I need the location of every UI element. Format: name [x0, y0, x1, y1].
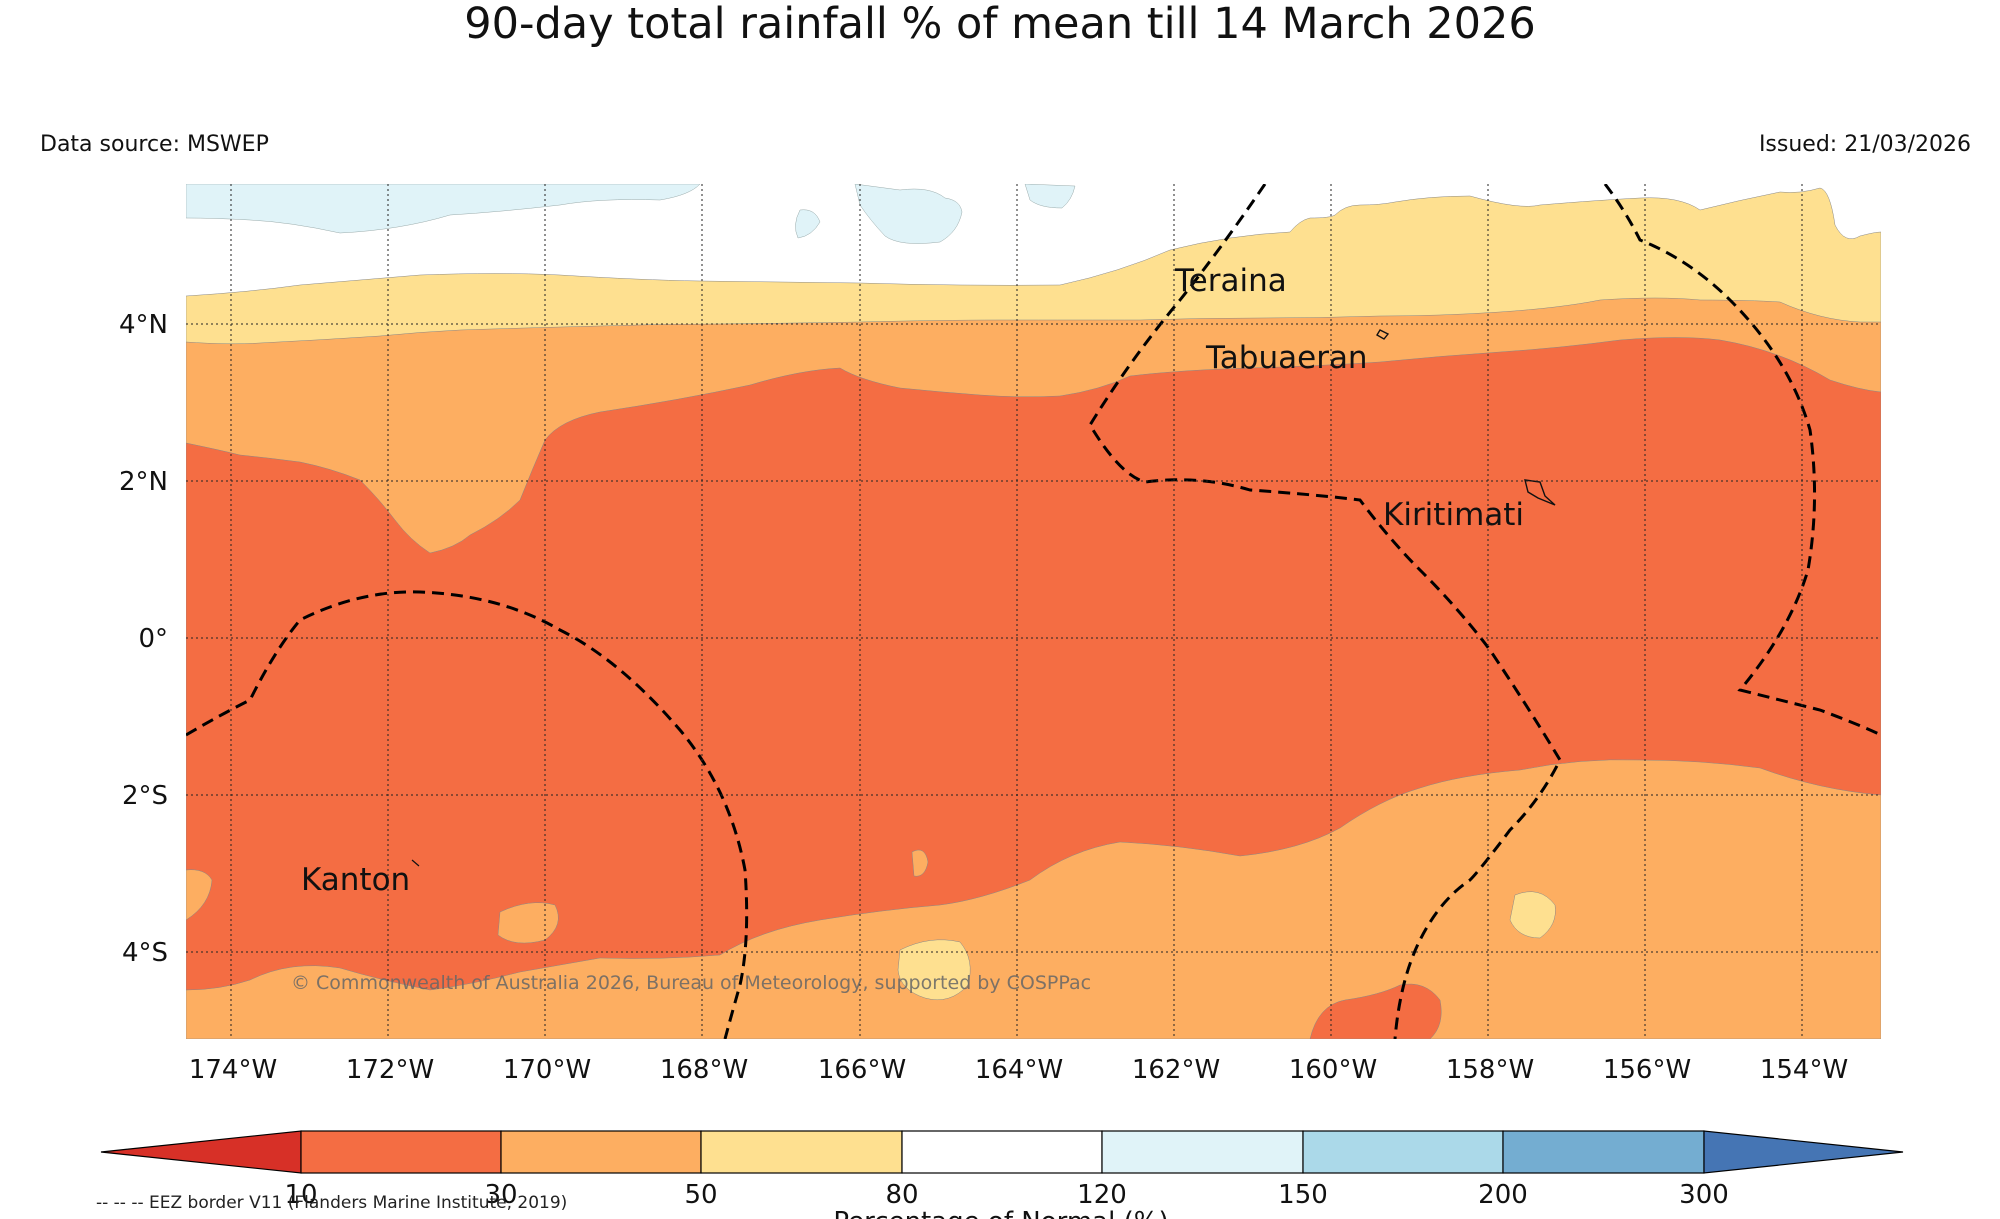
colorbar-low-extension [100, 1130, 302, 1174]
longitude-tick-label: 168°W [660, 1055, 748, 1085]
colorbar-tick-label: 50 [684, 1180, 717, 1210]
colorbar-bin-80-120 [901, 1130, 1103, 1174]
longitude-tick-label: 160°W [1289, 1055, 1377, 1085]
longitude-tick-label: 172°W [346, 1055, 434, 1085]
colorbar-tick-label: 300 [1679, 1180, 1729, 1210]
band-10-30 [186, 337, 1881, 991]
colorbar-tick-label: 150 [1278, 1180, 1328, 1210]
band-30-50-patch [186, 869, 213, 921]
data-source-label: Data source: MSWEP [40, 132, 269, 157]
longitude-tick-label: 154°W [1760, 1055, 1848, 1085]
band-50-80-patch [1509, 891, 1556, 939]
rainfall-field [186, 184, 1881, 1039]
colorbar [100, 1130, 1904, 1174]
place-label-tabuaeran: Tabuaeran [1205, 340, 1368, 376]
colorbar-bin-10-30 [300, 1130, 502, 1174]
tabuaeran-island-outline [1376, 329, 1390, 340]
latitude-tick-label: 4°N [119, 310, 168, 340]
colorbar-tick-label: 30 [484, 1180, 517, 1210]
band-50-80-patch [897, 939, 971, 1001]
longitude-tick-label: 156°W [1603, 1055, 1691, 1085]
eez-border-line [1088, 184, 1562, 1039]
band-120-150-patch [186, 184, 701, 234]
eez-border-note: -- -- -- EEZ border V11 (Flanders Marine… [96, 1193, 568, 1213]
colorbar-tick-label: 10 [284, 1180, 317, 1210]
map-title: 90-day total rainfall % of mean till 14 … [464, 0, 1536, 49]
place-label-teraina: Teraina [1174, 263, 1287, 299]
latitude-tick-label: 0° [138, 624, 168, 654]
colorbar-tick-label: 80 [885, 1180, 918, 1210]
band-30-50-patch [497, 902, 559, 944]
kiritimati-island-outline [1524, 479, 1556, 506]
latitude-tick-label: 2°S [122, 781, 168, 811]
band-120-150-patch [1024, 184, 1076, 209]
colorbar-bin-200-300 [1502, 1130, 1705, 1174]
latitude-tick-label: 2°N [119, 467, 168, 497]
colorbar-tick-label: 200 [1478, 1180, 1528, 1210]
place-label-kiritimati: Kiritimati [1383, 497, 1524, 533]
band-120-150-patch [795, 209, 821, 239]
longitude-tick-label: 164°W [975, 1055, 1063, 1085]
eez-borders [186, 184, 1881, 1039]
copyright-text: © Commonwealth of Australia 2026, Bureau… [291, 972, 1091, 994]
eez-border-line [186, 590, 749, 1039]
colorbar-high-extension [1703, 1130, 1904, 1174]
colorbar-bin-120-150 [1101, 1130, 1304, 1174]
longitude-tick-label: 162°W [1132, 1055, 1220, 1085]
band-30-50-patch [911, 849, 929, 877]
longitude-tick-label: 158°W [1446, 1055, 1534, 1085]
place-label-kanton: Kanton [301, 862, 410, 898]
longitude-tick-label: 174°W [189, 1055, 277, 1085]
band-10-30-patch [1309, 983, 1442, 1039]
band-120-150-patch [854, 184, 963, 244]
colorbar-bin-50-80 [700, 1130, 903, 1174]
kanton-island-outline [411, 859, 420, 867]
colorbar-axis-label: Percentage of Normal (%) [833, 1207, 1168, 1219]
latitude-tick-label: 4°S [122, 938, 168, 968]
longitude-tick-label: 170°W [503, 1055, 591, 1085]
colorbar-bin-150-200 [1302, 1130, 1504, 1174]
issued-date-label: Issued: 21/03/2026 [1758, 132, 1971, 157]
colorbar-tick-label: 120 [1077, 1180, 1127, 1210]
longitude-tick-label: 166°W [818, 1055, 906, 1085]
eez-border-line [1603, 184, 1881, 737]
colorbar-bin-30-50 [500, 1130, 702, 1174]
